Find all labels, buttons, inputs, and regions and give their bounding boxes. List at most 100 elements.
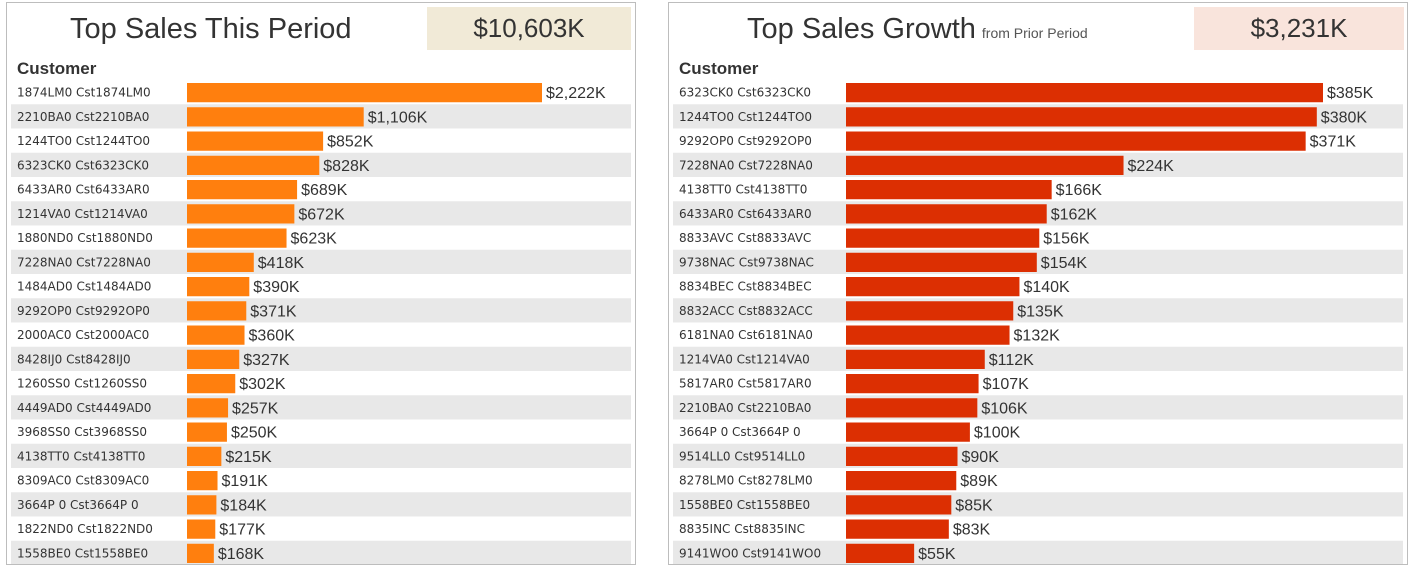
category-label: 1260SS0 Cst1260SS0: [17, 377, 147, 391]
bar[interactable]: [187, 204, 295, 224]
kpi-value: $10,603K: [473, 13, 585, 43]
column-header: Customer: [679, 59, 759, 78]
row-stripe: [11, 540, 631, 564]
bar[interactable]: [187, 543, 214, 563]
data-label: $107K: [983, 376, 1030, 393]
data-label: $184K: [220, 497, 267, 514]
bar[interactable]: [846, 398, 978, 418]
bar[interactable]: [187, 471, 218, 491]
total-sales-kpi: $10,603K: [427, 7, 631, 50]
bar[interactable]: [846, 349, 985, 369]
data-label: $418K: [258, 255, 305, 272]
category-label: 6433AR0 Cst6433AR0: [17, 183, 150, 197]
category-label: 2210BA0 Cst2210BA0: [679, 401, 811, 415]
row-stripe: [11, 492, 631, 517]
total-growth-kpi: $3,231K: [1194, 7, 1404, 50]
data-label: $250K: [231, 425, 278, 442]
bar[interactable]: [846, 155, 1124, 175]
bar[interactable]: [846, 422, 970, 442]
data-label: $852K: [327, 134, 374, 151]
bar[interactable]: [846, 374, 979, 394]
data-label: $90K: [962, 449, 1000, 466]
bar[interactable]: [846, 180, 1052, 200]
bar[interactable]: [846, 83, 1323, 103]
top-sales-panel: Top Sales This Period $10,603K Customer …: [6, 2, 636, 565]
category-label: 1874LM0 Cst1874LM0: [17, 86, 151, 100]
bar[interactable]: [846, 543, 915, 563]
bar[interactable]: [187, 349, 240, 369]
category-label: 1558BE0 Cst1558BE0: [679, 498, 810, 512]
category-label: 4138TT0 Cst4138TT0: [679, 183, 807, 197]
bar[interactable]: [187, 519, 216, 539]
bar[interactable]: [187, 495, 217, 515]
data-label: $371K: [250, 303, 297, 320]
data-label: $390K: [253, 279, 300, 296]
bar[interactable]: [846, 446, 958, 466]
bar[interactable]: [846, 471, 957, 491]
data-label: $106K: [981, 400, 1028, 417]
row-stripe: [11, 249, 631, 274]
bar[interactable]: [846, 301, 1014, 321]
category-label: 1214VA0 Cst1214VA0: [679, 352, 810, 366]
column-header: Customer: [17, 59, 97, 78]
sales-bar-chart: 1874LM0 Cst1874LM0 $2,222K 2210BA0 Cst2210…: [11, 83, 631, 564]
bar[interactable]: [187, 398, 229, 418]
category-label: 9514LL0 Cst9514LL0: [679, 449, 805, 463]
row-stripe: [673, 249, 1403, 274]
bar[interactable]: [187, 374, 236, 394]
bar[interactable]: [846, 495, 952, 515]
row-stripe: [11, 443, 631, 468]
bar[interactable]: [187, 252, 254, 272]
category-label: 7228NA0 Cst7228NA0: [17, 255, 151, 269]
category-label: 3968SS0 Cst3968SS0: [17, 425, 147, 439]
row-stripe: [11, 298, 631, 323]
bar[interactable]: [187, 83, 542, 103]
category-label: 4449AD0 Cst4449AD0: [17, 401, 151, 415]
data-label: $162K: [1051, 206, 1098, 223]
bar[interactable]: [187, 180, 298, 200]
bar[interactable]: [187, 155, 320, 175]
data-label: $83K: [953, 522, 991, 539]
bar[interactable]: [187, 446, 222, 466]
data-label: $672K: [298, 206, 345, 223]
bar[interactable]: [187, 325, 245, 345]
bar[interactable]: [846, 204, 1047, 224]
category-label: 6433AR0 Cst6433AR0: [679, 207, 812, 221]
bar[interactable]: [846, 325, 1010, 345]
category-label: 9292OP0 Cst9292OP0: [679, 134, 812, 148]
bar[interactable]: [187, 301, 247, 321]
category-label: 6181NA0 Cst6181NA0: [679, 328, 813, 342]
data-label: $135K: [1017, 303, 1064, 320]
category-label: 3664P 0 Cst3664P 0: [17, 498, 139, 512]
bar[interactable]: [187, 228, 287, 248]
bar[interactable]: [846, 131, 1306, 151]
data-label: $828K: [323, 158, 370, 175]
data-label: $380K: [1321, 109, 1368, 126]
data-label: $177K: [219, 522, 266, 539]
bar[interactable]: [187, 277, 250, 297]
bar[interactable]: [846, 252, 1037, 272]
row-stripe: [673, 346, 1403, 371]
bar[interactable]: [846, 519, 949, 539]
category-label: 1558BE0 Cst1558BE0: [17, 546, 148, 560]
bar[interactable]: [187, 107, 364, 127]
bar[interactable]: [187, 422, 227, 442]
data-label: $132K: [1014, 328, 1061, 345]
bar[interactable]: [846, 107, 1317, 127]
bar[interactable]: [846, 228, 1040, 248]
bar[interactable]: [187, 131, 324, 151]
row-stripe: [673, 395, 1403, 420]
row-stripe: [11, 152, 631, 177]
title-text: Top Sales This Period: [70, 13, 352, 45]
data-label: $224K: [1128, 158, 1175, 175]
data-label: $100K: [974, 425, 1021, 442]
category-label: 4138TT0 Cst4138TT0: [17, 449, 145, 463]
category-label: 5817AR0 Cst5817AR0: [679, 377, 812, 391]
category-label: 8428IJ0 Cst8428IJ0: [17, 352, 131, 366]
category-label: 8833AVC Cst8833AVC: [679, 231, 811, 245]
bar[interactable]: [846, 277, 1020, 297]
data-label: $2,222K: [546, 85, 606, 102]
data-label: $385K: [1327, 85, 1374, 102]
data-label: $89K: [960, 473, 998, 490]
kpi-value: $3,231K: [1250, 13, 1348, 43]
